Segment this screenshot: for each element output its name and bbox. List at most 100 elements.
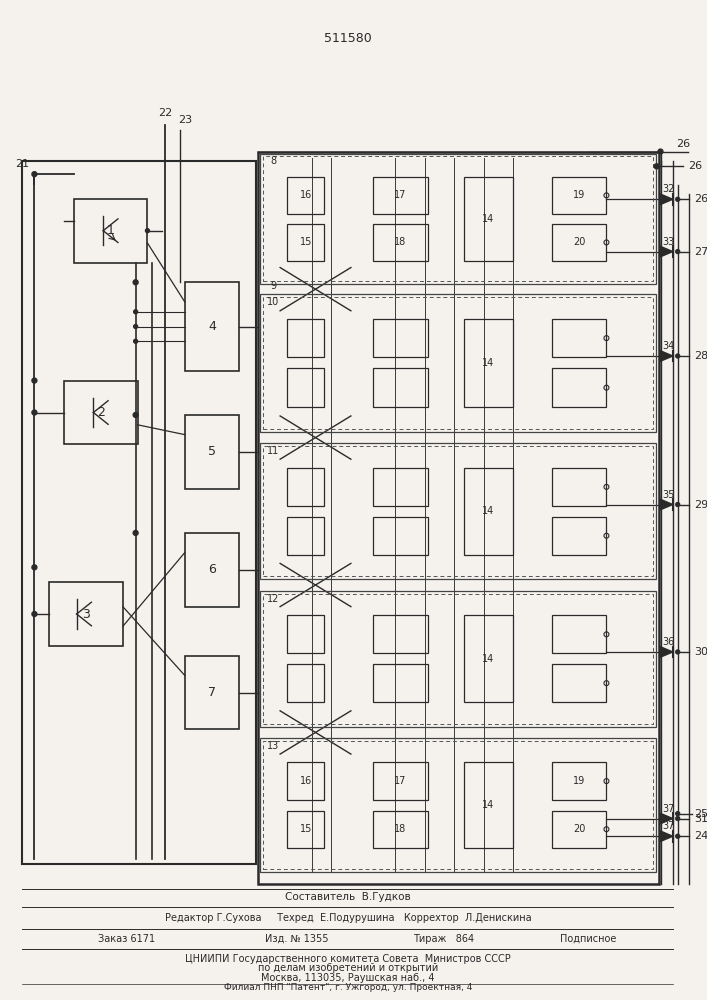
Polygon shape bbox=[660, 499, 673, 510]
Bar bbox=[373, 615, 428, 653]
Text: 26: 26 bbox=[676, 139, 690, 149]
Text: Москва, 113035, Раушская наб., 4: Москва, 113035, Раушская наб., 4 bbox=[261, 973, 435, 983]
Text: 37: 37 bbox=[662, 821, 674, 831]
Text: 18: 18 bbox=[395, 237, 407, 247]
Bar bbox=[373, 517, 428, 555]
Bar bbox=[287, 224, 325, 261]
Text: 511580: 511580 bbox=[324, 32, 372, 45]
Bar bbox=[264, 594, 653, 724]
Text: 6: 6 bbox=[208, 563, 216, 576]
Text: 9: 9 bbox=[270, 281, 276, 291]
Bar bbox=[373, 811, 428, 848]
Text: по делам изобретений и открытий: по делам изобретений и открытий bbox=[258, 963, 438, 973]
Text: 23: 23 bbox=[177, 115, 192, 125]
Text: 33: 33 bbox=[662, 237, 674, 247]
Bar bbox=[287, 468, 325, 506]
Text: 11: 11 bbox=[267, 446, 279, 456]
Text: 15: 15 bbox=[300, 237, 312, 247]
Text: 20: 20 bbox=[573, 237, 585, 247]
Text: 28: 28 bbox=[694, 351, 707, 361]
Text: 29: 29 bbox=[694, 500, 707, 510]
Bar bbox=[260, 154, 655, 284]
Polygon shape bbox=[660, 831, 673, 842]
Bar bbox=[287, 517, 325, 555]
Circle shape bbox=[133, 530, 138, 535]
Text: 4: 4 bbox=[208, 320, 216, 333]
Bar bbox=[552, 319, 607, 357]
Circle shape bbox=[676, 834, 679, 838]
Circle shape bbox=[676, 817, 679, 821]
Text: 24: 24 bbox=[694, 831, 707, 841]
Bar bbox=[464, 319, 513, 407]
Text: Филиал ПНП "Патент", г. Ужгород, ул. Проектная, 4: Филиал ПНП "Патент", г. Ужгород, ул. Про… bbox=[223, 983, 472, 992]
Text: 27: 27 bbox=[694, 247, 707, 257]
Text: 3: 3 bbox=[82, 608, 90, 621]
Bar bbox=[264, 741, 653, 869]
Text: 19: 19 bbox=[573, 190, 585, 200]
Text: 34: 34 bbox=[662, 341, 674, 351]
Polygon shape bbox=[660, 246, 673, 257]
Bar bbox=[260, 738, 655, 872]
Bar bbox=[287, 177, 325, 214]
Bar bbox=[257, 152, 658, 884]
Circle shape bbox=[654, 164, 659, 169]
Bar bbox=[373, 224, 428, 261]
Bar bbox=[287, 368, 325, 407]
Circle shape bbox=[676, 650, 679, 654]
Text: 37: 37 bbox=[662, 804, 674, 814]
Text: 14: 14 bbox=[482, 800, 495, 810]
Bar bbox=[185, 533, 239, 607]
Bar bbox=[49, 582, 123, 646]
Bar bbox=[287, 664, 325, 702]
Bar bbox=[464, 762, 513, 848]
Text: Заказ 6171: Заказ 6171 bbox=[98, 934, 156, 944]
Text: 12: 12 bbox=[267, 594, 279, 604]
Circle shape bbox=[32, 565, 37, 570]
Bar bbox=[260, 294, 655, 432]
Circle shape bbox=[32, 612, 37, 616]
Text: 30: 30 bbox=[694, 647, 707, 657]
Text: 14: 14 bbox=[482, 506, 495, 516]
Circle shape bbox=[146, 229, 149, 233]
Bar bbox=[185, 415, 239, 489]
Bar bbox=[373, 319, 428, 357]
Text: 14: 14 bbox=[482, 654, 495, 664]
Text: 14: 14 bbox=[482, 214, 495, 224]
Text: 26: 26 bbox=[694, 194, 707, 204]
Circle shape bbox=[32, 410, 37, 415]
Text: ЦНИИПИ Государственного комитета Совета  Министров СССР: ЦНИИПИ Государственного комитета Совета … bbox=[185, 954, 511, 964]
Circle shape bbox=[32, 378, 37, 383]
Bar bbox=[373, 177, 428, 214]
Text: 25: 25 bbox=[694, 809, 707, 819]
Bar bbox=[464, 615, 513, 702]
Text: Тираж   864: Тираж 864 bbox=[413, 934, 474, 944]
Bar bbox=[464, 177, 513, 261]
Bar bbox=[287, 762, 325, 800]
Bar bbox=[64, 381, 138, 444]
Text: 21: 21 bbox=[16, 159, 30, 169]
Bar bbox=[552, 664, 607, 702]
Bar bbox=[185, 282, 239, 371]
Text: 22: 22 bbox=[158, 108, 173, 118]
Polygon shape bbox=[660, 351, 673, 361]
Polygon shape bbox=[660, 813, 673, 824]
Text: 16: 16 bbox=[300, 776, 312, 786]
Polygon shape bbox=[660, 194, 673, 205]
Bar bbox=[264, 446, 653, 576]
Circle shape bbox=[676, 250, 679, 254]
Bar bbox=[287, 319, 325, 357]
Bar bbox=[552, 615, 607, 653]
Bar bbox=[552, 177, 607, 214]
Bar bbox=[287, 811, 325, 848]
Bar bbox=[260, 591, 655, 727]
Text: 13: 13 bbox=[267, 741, 279, 751]
Bar bbox=[22, 161, 255, 864]
Bar bbox=[287, 615, 325, 653]
Text: Редактор Г.Сухова     Техред  Е.Подурушина   Коррехтор  Л.Денискина: Редактор Г.Сухова Техред Е.Подурушина Ко… bbox=[165, 913, 531, 923]
Bar bbox=[552, 811, 607, 848]
Bar bbox=[552, 517, 607, 555]
Bar bbox=[464, 468, 513, 555]
Circle shape bbox=[134, 325, 138, 328]
Text: Подписное: Подписное bbox=[560, 934, 617, 944]
Text: 2: 2 bbox=[97, 406, 105, 419]
